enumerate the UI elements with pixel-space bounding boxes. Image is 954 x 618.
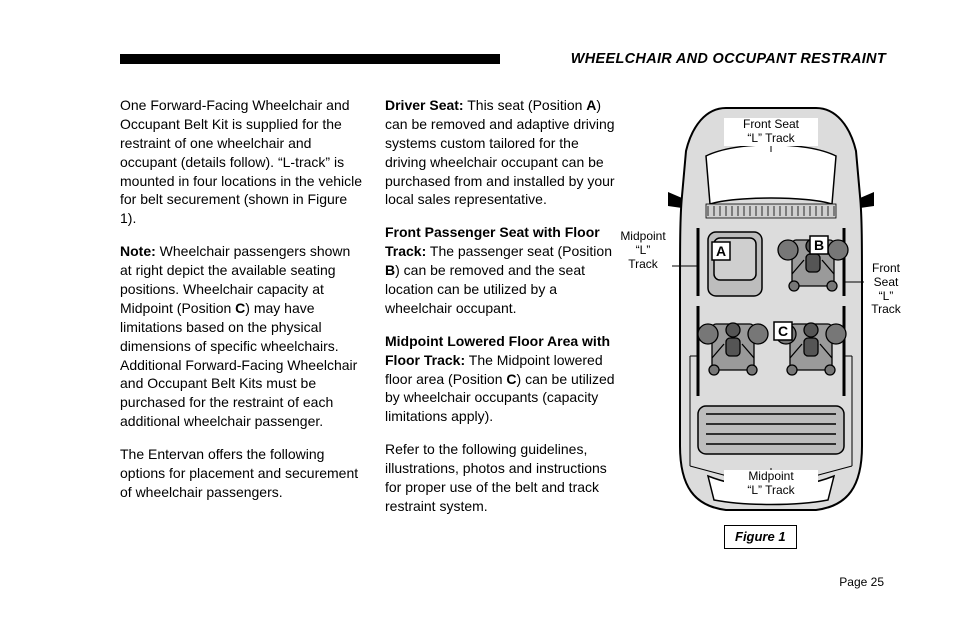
callout-A: A bbox=[716, 243, 726, 259]
col2-p2-text2: ) can be removed and the seat location c… bbox=[385, 262, 585, 316]
col2-p4: Refer to the following guidelines, illus… bbox=[385, 440, 620, 516]
figure-1: A B C Front Seat“L” Track M bbox=[636, 96, 906, 566]
label-front-seat-l-track: Front Seat“L” Track bbox=[724, 118, 818, 146]
col2-p1-text1: This seat (Position bbox=[464, 97, 587, 113]
col2-p1-a: A bbox=[586, 97, 596, 113]
page-number: Page 25 bbox=[839, 574, 884, 590]
figure-caption: Figure 1 bbox=[724, 525, 797, 549]
col1-p1: One Forward-Facing Wheelchair and Occupa… bbox=[120, 96, 365, 228]
note-label: Note: bbox=[120, 243, 156, 259]
column-1: One Forward-Facing Wheelchair and Occupa… bbox=[120, 96, 365, 516]
column-2: Driver Seat: This seat (Position A) can … bbox=[385, 96, 620, 530]
header-rule bbox=[120, 54, 500, 64]
callout-B: B bbox=[814, 237, 824, 253]
col2-p2: Front Passenger Seat with Floor Track: T… bbox=[385, 223, 620, 317]
col2-p1-text2: ) can be removed and adaptive driving sy… bbox=[385, 97, 615, 207]
col1-p3: The Entervan offers the following option… bbox=[120, 445, 365, 502]
col2-p3-c: C bbox=[506, 371, 516, 387]
col1-p2-text2: ) may have limitations based on the phys… bbox=[120, 300, 357, 429]
col2-p1: Driver Seat: This seat (Position A) can … bbox=[385, 96, 620, 209]
label-midpoint-l-track-bottom: Midpoint“L” Track bbox=[724, 470, 818, 498]
col1-p2-c: C bbox=[235, 300, 245, 316]
col2-p2-text1: The passenger seat (Position bbox=[426, 243, 612, 259]
col1-p2: Note: Wheelchair passengers shown at rig… bbox=[120, 242, 365, 431]
label-front-seat-l-track-right: FrontSeat“L”Track bbox=[864, 262, 908, 317]
driver-seat-label: Driver Seat: bbox=[385, 97, 464, 113]
col2-p3: Midpoint Lowered Floor Area with Floor T… bbox=[385, 332, 620, 426]
header-title: WHEELCHAIR AND OCCUPANT RESTRAINT bbox=[571, 50, 886, 70]
label-midpoint-l-track-left: Midpoint“L”Track bbox=[614, 230, 672, 271]
callout-C: C bbox=[778, 323, 788, 339]
col2-p2-b: B bbox=[385, 262, 395, 278]
